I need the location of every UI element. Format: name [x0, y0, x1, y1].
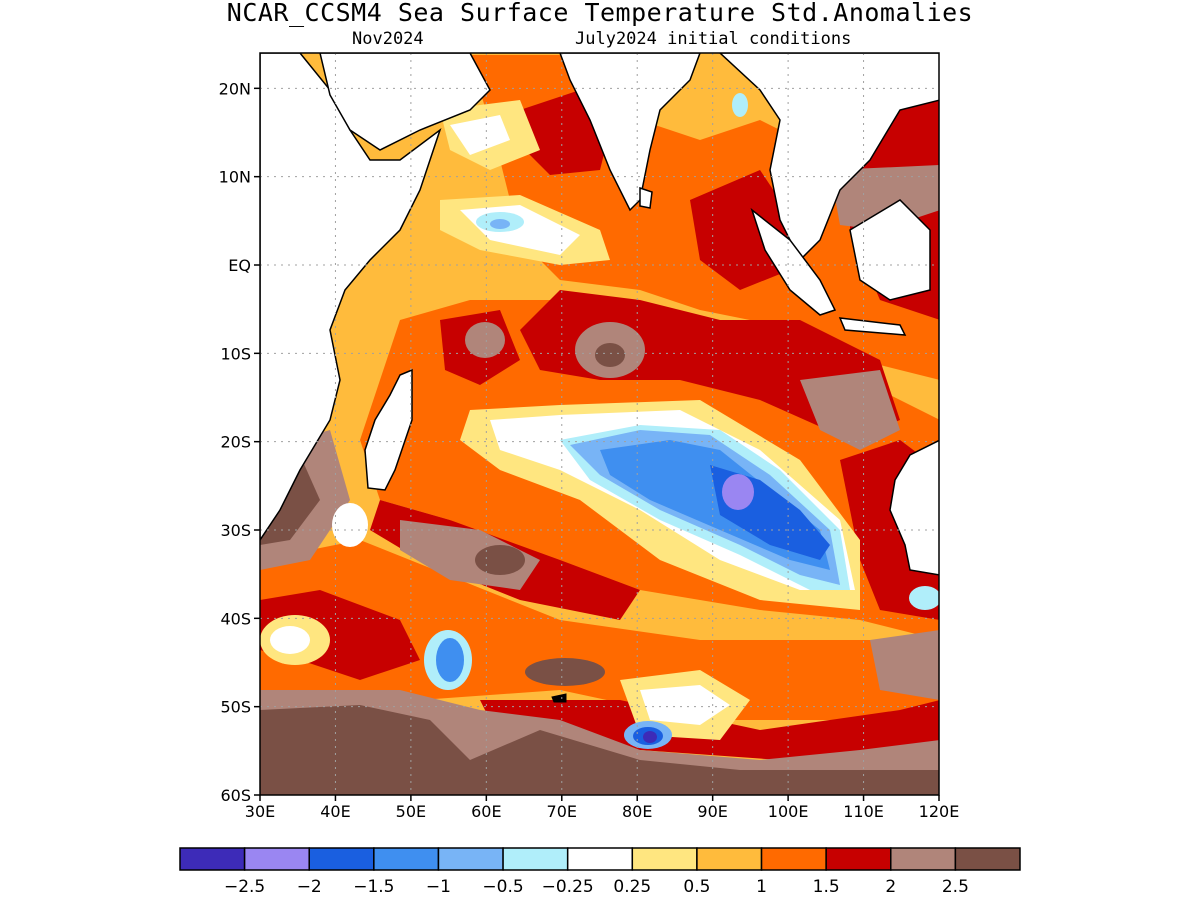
- lon-tick-label: 120E: [919, 802, 960, 821]
- anomaly-region-zero-far-south: [640, 685, 730, 725]
- anomaly-region-neg-1p0-sw: [436, 638, 464, 682]
- colorbar-label: 0.5: [683, 877, 710, 897]
- anomaly-region-2p5-southeast: [870, 630, 939, 700]
- anomaly-region-gt2p5-patch-2: [475, 545, 525, 575]
- lat-tick-label: 30S: [220, 521, 251, 540]
- colorbar: −2.5 −2 −1.5 −1 −0.5 −0.25 0.25 0.5 1 1.5 2 2.5: [179, 847, 1021, 897]
- initial-conditions: July2024 initial conditions: [575, 29, 852, 49]
- anomaly-region-neg-east: [909, 586, 939, 610]
- anomaly-region-2p5-tropical-2: [465, 322, 505, 358]
- anomaly-region-gt2p5-patch-3: [525, 658, 605, 686]
- colorbar-swatch: [308, 847, 375, 871]
- colorbar-label: −1.5: [353, 877, 394, 897]
- colorbar-swatch: [243, 847, 310, 871]
- forecast-month: Nov2024: [352, 29, 424, 49]
- map-frame: [259, 52, 940, 796]
- anomaly-field: [260, 53, 939, 795]
- colorbar-swatch: [502, 847, 569, 871]
- land-sumatra: [750, 207, 837, 316]
- land-arabia: [319, 53, 491, 151]
- colorbar-swatch: [179, 847, 246, 871]
- anomaly-region-neg-kerguelen-3: [643, 731, 657, 743]
- land-kerguelen: [551, 693, 567, 703]
- anomaly-region-zero-mozambique: [332, 503, 368, 547]
- colorbar-swatch: [437, 847, 504, 871]
- lat-tick-label: 10N: [219, 168, 251, 187]
- colorbar-label: 1.5: [813, 877, 840, 897]
- lon-tick-label: 80E: [622, 802, 652, 821]
- colorbar-label: −1: [426, 877, 451, 897]
- colorbar-swatch: [760, 847, 827, 871]
- lon-tick-label: 60E: [471, 802, 501, 821]
- colorbar-label: −0.5: [482, 877, 523, 897]
- colorbar-label: 0.25: [613, 877, 651, 897]
- land-australia: [889, 439, 939, 576]
- lat-tick-label: 10S: [220, 344, 251, 363]
- colorbar-swatch: [954, 847, 1021, 871]
- colorbar-label: −0.25: [542, 877, 594, 897]
- colorbar-swatch: [631, 847, 698, 871]
- land-madagascar: [364, 368, 413, 491]
- lat-tick-label: 60S: [220, 786, 251, 805]
- map-gridlines: [260, 53, 939, 795]
- lat-tick-label: 20N: [219, 79, 251, 98]
- lon-tick-label: 40E: [320, 802, 350, 821]
- anomaly-region-neg-2p0-south: [722, 474, 754, 510]
- colorbar-swatch: [566, 847, 634, 871]
- anomaly-region-neg-red-sea: [732, 93, 748, 117]
- anomaly-region-gt2p5-patch-1: [595, 343, 625, 367]
- colorbar-swatch: [696, 847, 763, 871]
- land-sri-lanka: [639, 186, 653, 209]
- lat-tick-label: 50S: [220, 698, 251, 717]
- lon-tick-label: 90E: [697, 802, 727, 821]
- colorbar-swatch: [825, 847, 892, 871]
- colorbar-swatch: [373, 847, 440, 871]
- latitude-axis: 20N 10N EQ 10S 20S 30S 40S 50S 60S: [219, 79, 260, 805]
- land-borneo: [849, 199, 931, 301]
- land-java: [838, 317, 907, 336]
- colorbar-label: 2.5: [942, 877, 969, 897]
- lat-tick-label: 40S: [220, 609, 251, 628]
- colorbar-swatch: [890, 847, 957, 871]
- longitude-axis: 30E 40E 50E 60E 70E 80E 90E 100E 110E 120E: [245, 795, 960, 821]
- lat-tick-label: 20S: [220, 433, 251, 452]
- lon-tick-label: 110E: [843, 802, 884, 821]
- colorbar-label: 2: [885, 877, 896, 897]
- colorbar-label: 1: [756, 877, 767, 897]
- anomaly-region-zero-north: [450, 115, 510, 155]
- anomaly-region-gt2p5-polar: [260, 705, 939, 795]
- land-southeast-asia: [718, 53, 939, 262]
- colorbar-label: −2: [297, 877, 322, 897]
- anomaly-region-neg-0p5-equatorial: [490, 219, 510, 229]
- lon-tick-label: 100E: [768, 802, 809, 821]
- colorbar-label: −2.5: [224, 877, 265, 897]
- lon-tick-label: 30E: [245, 802, 275, 821]
- anomaly-region-2p5-east-south: [800, 370, 900, 450]
- lon-tick-label: 70E: [547, 802, 577, 821]
- anomaly-region-zero-sw: [270, 626, 310, 654]
- lon-tick-label: 50E: [396, 802, 426, 821]
- lat-tick-label: EQ: [228, 256, 251, 275]
- chart-title: NCAR_CCSM4 Sea Surface Temperature Std.A…: [226, 0, 974, 27]
